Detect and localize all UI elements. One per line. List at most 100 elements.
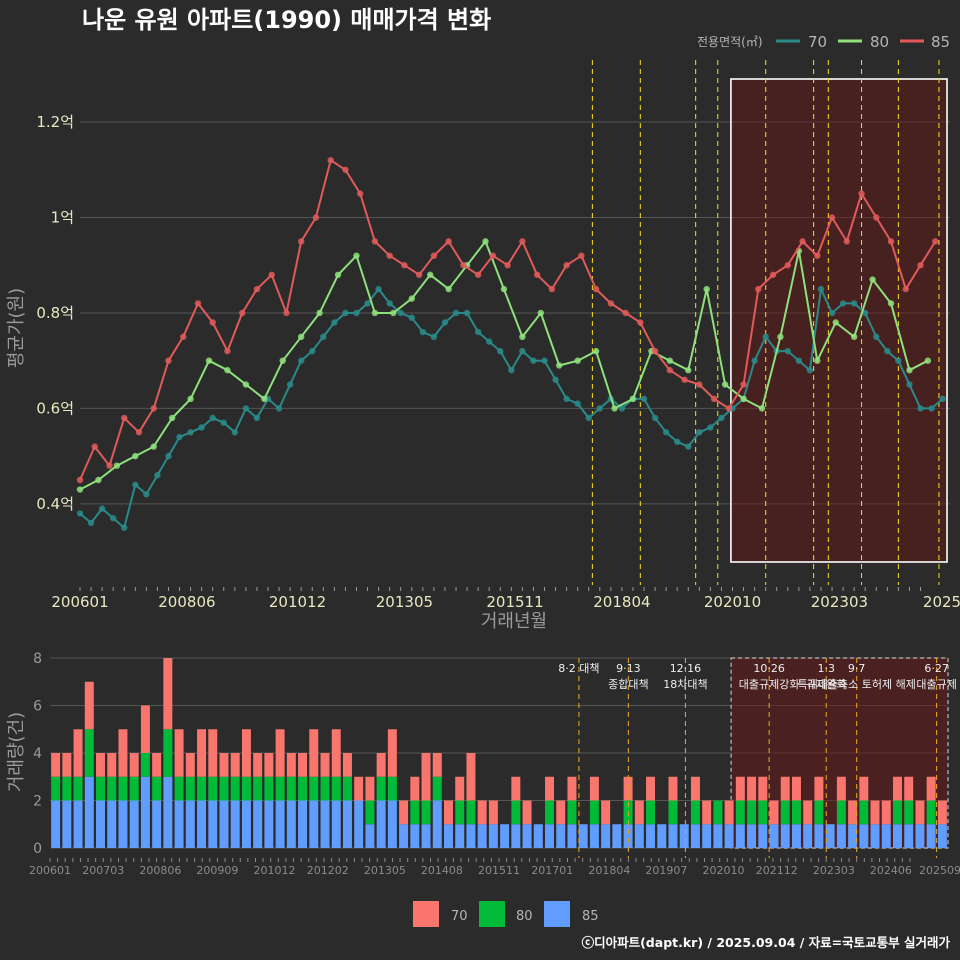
- data-point-80: [887, 300, 895, 307]
- data-point-85: [371, 238, 379, 245]
- data-point-80: [224, 367, 231, 374]
- volume-bar-85: [511, 824, 521, 848]
- volume-bar-70: [634, 800, 644, 825]
- annotation-label: 12·16: [670, 662, 702, 675]
- volume-bar-70: [421, 753, 431, 801]
- volume-bar-85: [264, 800, 274, 848]
- volume-bar-85: [735, 824, 745, 848]
- volume-bar-85: [365, 824, 375, 848]
- volume-bar-85: [118, 800, 128, 848]
- volume-bar-80: [376, 776, 386, 801]
- data-point-70: [76, 510, 84, 517]
- volume-bar-80: [208, 776, 218, 801]
- volume-bar-70: [601, 800, 611, 825]
- volume-bar-80: [466, 800, 476, 825]
- data-point-70: [839, 300, 847, 307]
- data-point-70: [707, 424, 714, 431]
- volume-bar-85: [556, 824, 566, 848]
- data-point-70: [231, 429, 239, 436]
- data-point-85: [873, 214, 880, 221]
- data-point-85: [106, 462, 113, 469]
- volume-bar-85: [791, 824, 801, 848]
- data-point-80: [721, 381, 729, 388]
- volume-bar-85: [859, 824, 869, 848]
- legend-bottom-label-70: 70: [451, 909, 468, 924]
- data-point-85: [755, 285, 762, 293]
- x-tick-label: 2025: [923, 593, 960, 611]
- data-point-85: [622, 309, 629, 317]
- volume-x-tick-label: 201907: [645, 864, 687, 877]
- volume-bar-85: [668, 824, 678, 848]
- data-point-85: [460, 262, 467, 269]
- legend-top: 전용면적(㎡) 70 80 85: [697, 33, 950, 51]
- legend-bottom-label-85: 85: [582, 909, 599, 924]
- volume-bar-80: [410, 800, 420, 825]
- volume-bar-70: [84, 681, 94, 730]
- volume-bar-70: [320, 753, 330, 777]
- data-point-85: [268, 271, 275, 278]
- volume-bar-70: [589, 776, 599, 801]
- volume-bar-80: [275, 776, 285, 801]
- data-point-80: [279, 357, 286, 364]
- data-point-70: [618, 405, 626, 412]
- volume-bar-80: [747, 800, 757, 825]
- x-tick-label: 201511: [486, 593, 543, 611]
- data-point-70: [519, 347, 526, 355]
- data-point-70: [674, 438, 681, 446]
- volume-bar-85: [634, 824, 644, 848]
- data-point-70: [242, 405, 250, 412]
- volume-bar-80: [365, 800, 375, 825]
- volume-bar-70: [814, 776, 824, 801]
- volume-y-tick-label: 2: [33, 794, 42, 810]
- legend-label-70: 70: [808, 33, 827, 51]
- data-point-85: [76, 476, 84, 484]
- volume-x-tick-label: 200703: [82, 864, 124, 877]
- data-point-85: [430, 252, 438, 259]
- data-point-70: [441, 319, 449, 326]
- volume-bar-80: [735, 800, 745, 825]
- data-point-70: [209, 414, 216, 422]
- volume-bar-70: [488, 800, 498, 825]
- volume-bar-70: [432, 753, 442, 777]
- y-axis-label: 평균가(원): [6, 288, 27, 368]
- data-point-85: [563, 262, 570, 269]
- volume-bar-85: [399, 824, 409, 848]
- volume-bar-80: [219, 776, 229, 801]
- volume-bar-70: [545, 776, 555, 801]
- data-point-70: [939, 395, 946, 403]
- data-point-70: [397, 309, 404, 317]
- volume-bar-80: [264, 776, 274, 801]
- data-point-70: [762, 333, 769, 341]
- volume-bar-85: [219, 800, 229, 848]
- volume-bar-85: [657, 824, 667, 848]
- data-point-80: [519, 333, 526, 341]
- volume-bar-85: [904, 824, 914, 848]
- volume-bar-85: [646, 824, 656, 848]
- volume-bar-70: [174, 729, 184, 777]
- annotation-label: 18차대책: [663, 678, 707, 691]
- credit: ⓒ디아파트(dapt.kr) / 2025.09.04 / 자료=국토교통부 실…: [582, 935, 951, 950]
- data-point-85: [150, 405, 157, 412]
- volume-y-tick-label: 4: [33, 746, 42, 762]
- data-point-85: [784, 262, 791, 269]
- data-point-85: [696, 381, 703, 388]
- annotation-label: 특례대출축소 토허제 해제: [798, 677, 916, 691]
- data-point-70: [364, 300, 371, 307]
- volume-x-tick-label: 202303: [813, 864, 855, 877]
- data-point-85: [180, 333, 187, 341]
- volume-bar-80: [814, 800, 824, 825]
- data-point-70: [596, 405, 603, 412]
- legend-swatch-80: [479, 901, 505, 927]
- legend-swatch-85: [544, 901, 570, 927]
- volume-x-tick-label: 200909: [196, 864, 238, 877]
- volume-bar-70: [758, 776, 768, 801]
- volume-bar-70: [286, 753, 296, 777]
- volume-bar-80: [62, 776, 72, 801]
- chart-title: 나운 유원 아파트(1990) 매매가격 변화: [82, 6, 491, 34]
- data-point-80: [132, 452, 139, 460]
- volume-bar-85: [421, 824, 431, 848]
- data-point-80: [906, 367, 913, 374]
- data-point-85: [194, 300, 202, 307]
- data-point-85: [165, 357, 172, 364]
- data-point-80: [95, 476, 102, 484]
